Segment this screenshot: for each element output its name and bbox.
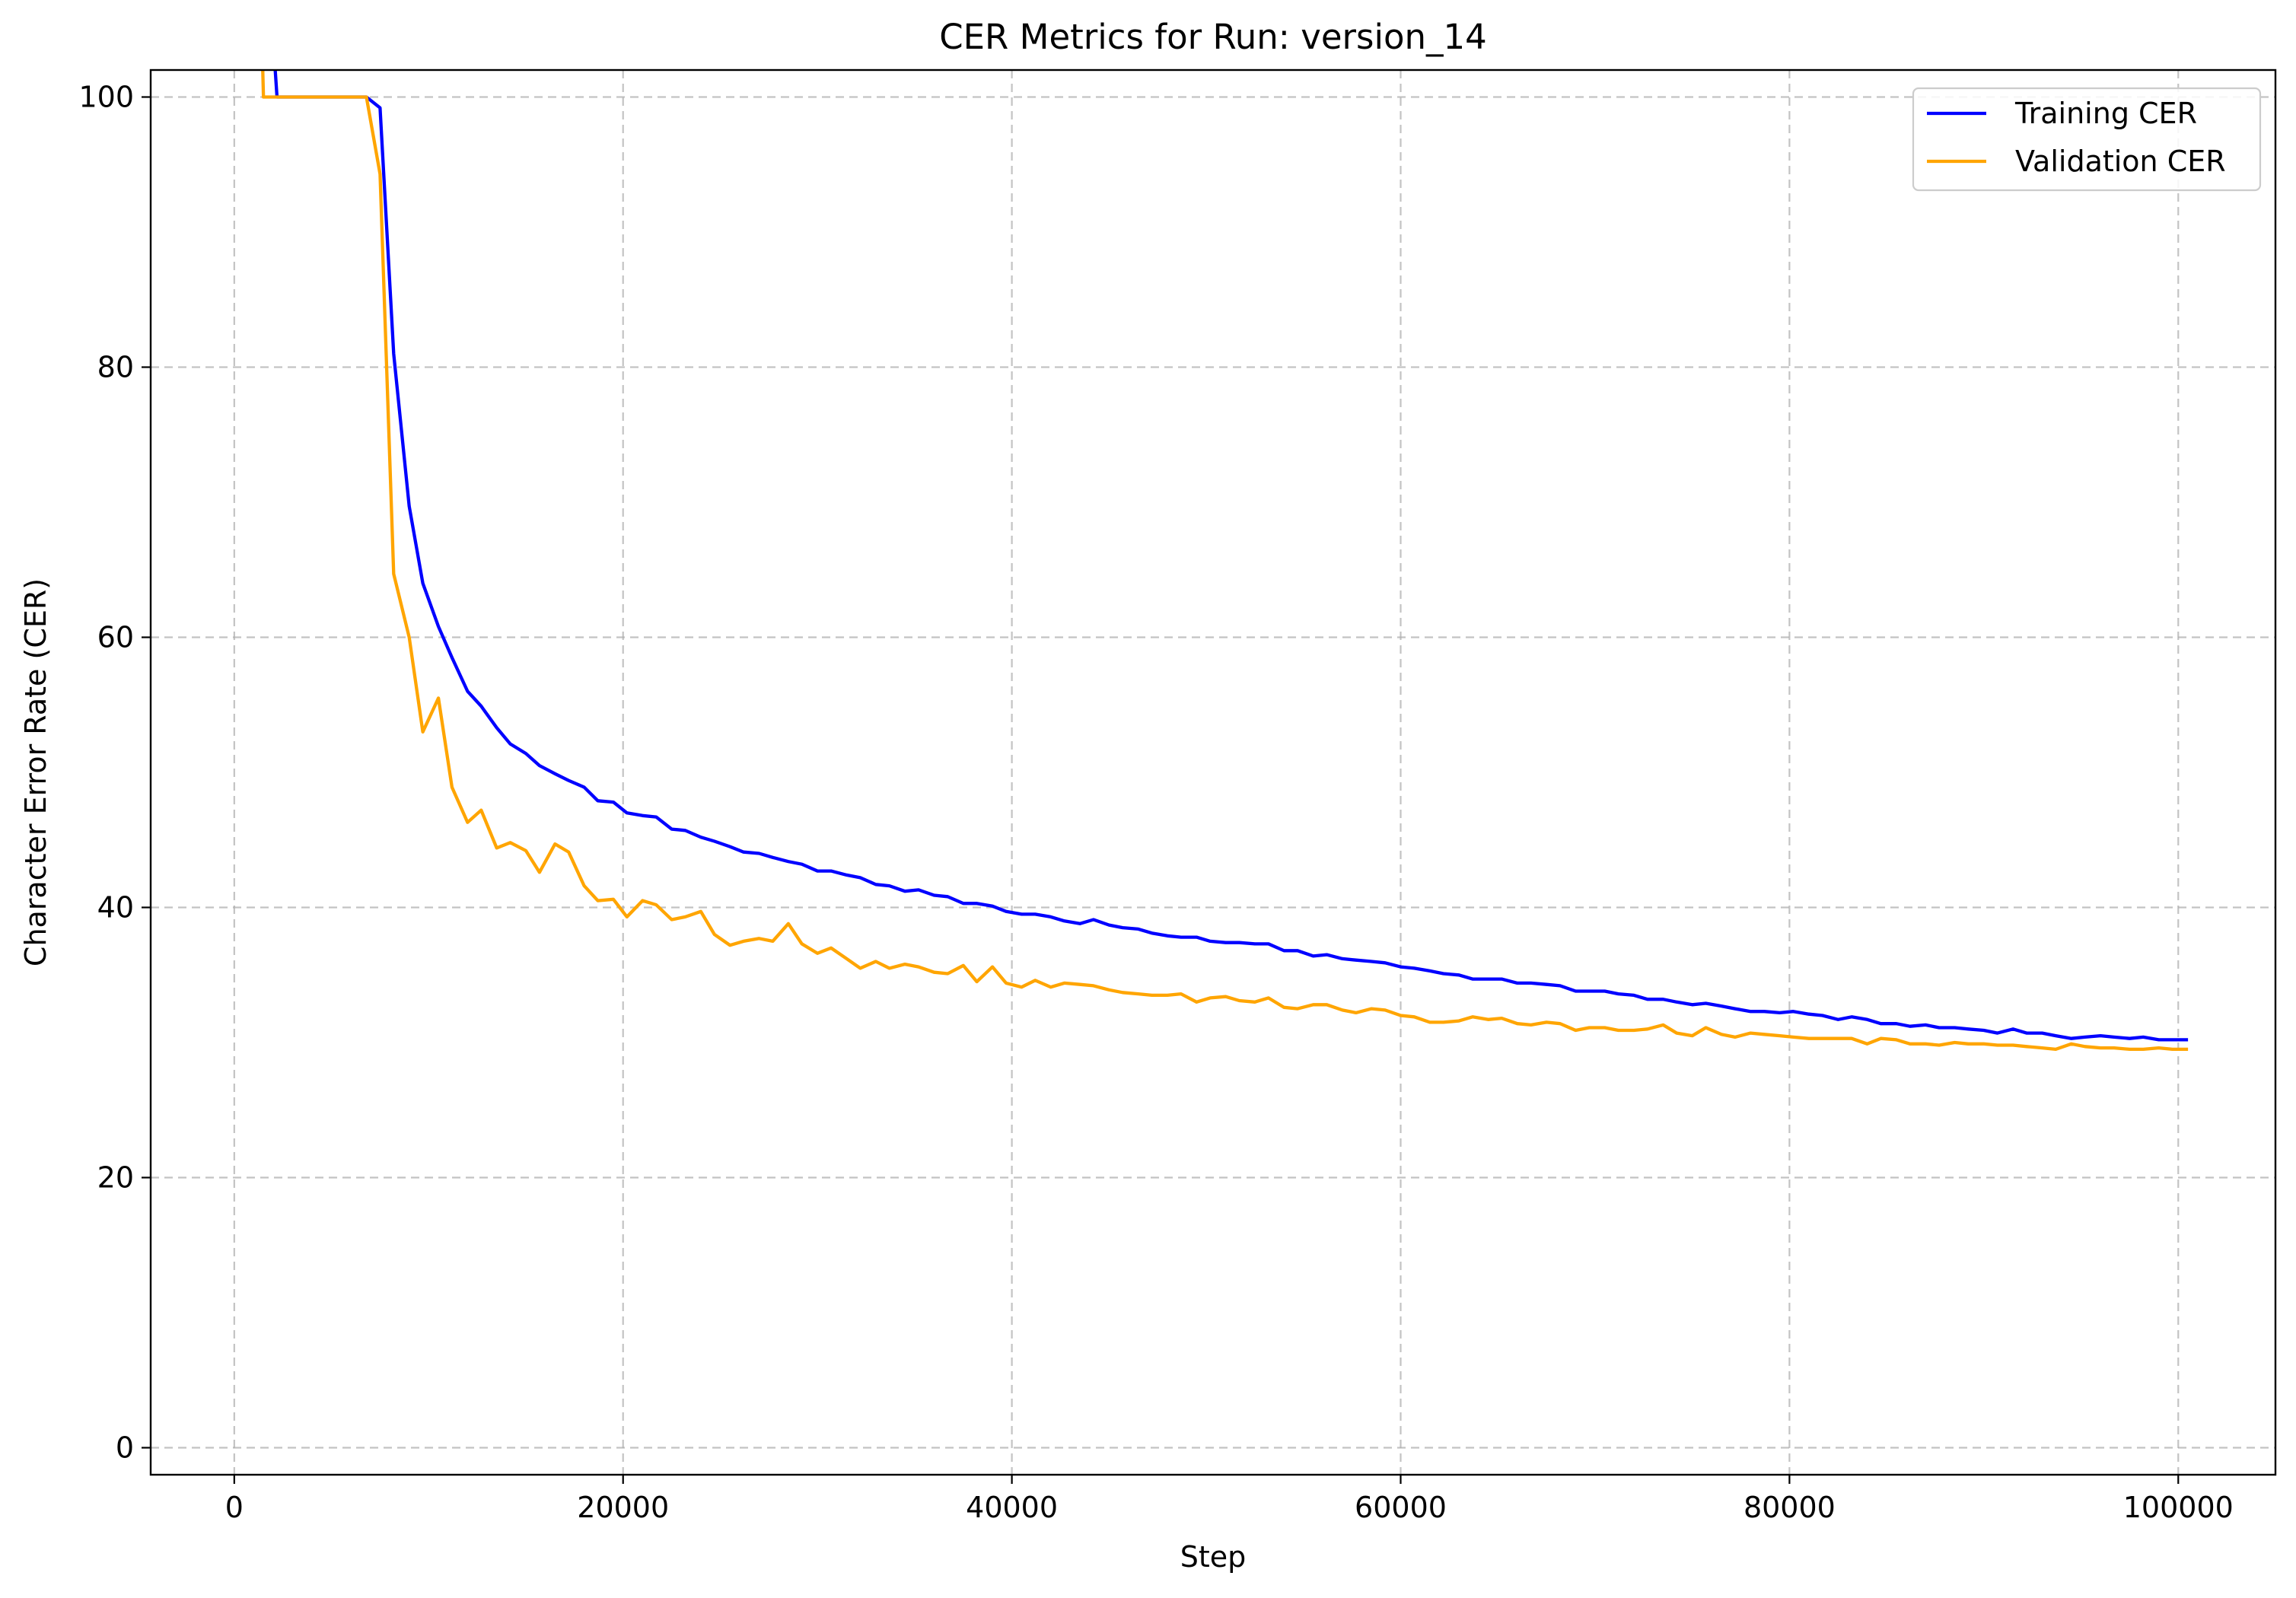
- legend-label-training: Training CER: [2014, 97, 2197, 130]
- y-tick-label: 20: [97, 1161, 134, 1195]
- x-tick-label: 20000: [577, 1491, 669, 1524]
- x-tick-label: 100000: [2123, 1491, 2234, 1524]
- plot-frame: [149, 68, 2277, 1476]
- x-tick-label: 40000: [966, 1491, 1058, 1524]
- y-tick-label: 0: [116, 1431, 134, 1465]
- validation-cer-line: [261, 70, 2189, 1052]
- x-tick-label: 80000: [1743, 1491, 1836, 1524]
- axis-ticks: 0 20000 40000 60000 80000 100000 0 20 40 60 80 100: [78, 81, 2233, 1525]
- training-cer-line: [273, 70, 2189, 1042]
- y-tick-label: 40: [97, 891, 134, 925]
- x-tick-label: 60000: [1355, 1491, 1447, 1524]
- x-axis-label: Step: [1180, 1540, 1247, 1574]
- y-tick-label: 80: [97, 351, 134, 384]
- chart-title: CER Metrics for Run: version_14: [939, 17, 1487, 57]
- y-tick-label: 60: [97, 621, 134, 654]
- legend-box: [1912, 87, 2262, 192]
- series-layer: [261, 70, 2189, 1052]
- y-tick-label: 100: [78, 81, 134, 114]
- y-axis-label: Character Error Rate (CER): [19, 578, 53, 966]
- x-tick-label: 0: [225, 1491, 244, 1524]
- legend: Training CER Validation CER: [1912, 87, 2262, 192]
- legend-label-validation: Validation CER: [2015, 145, 2226, 178]
